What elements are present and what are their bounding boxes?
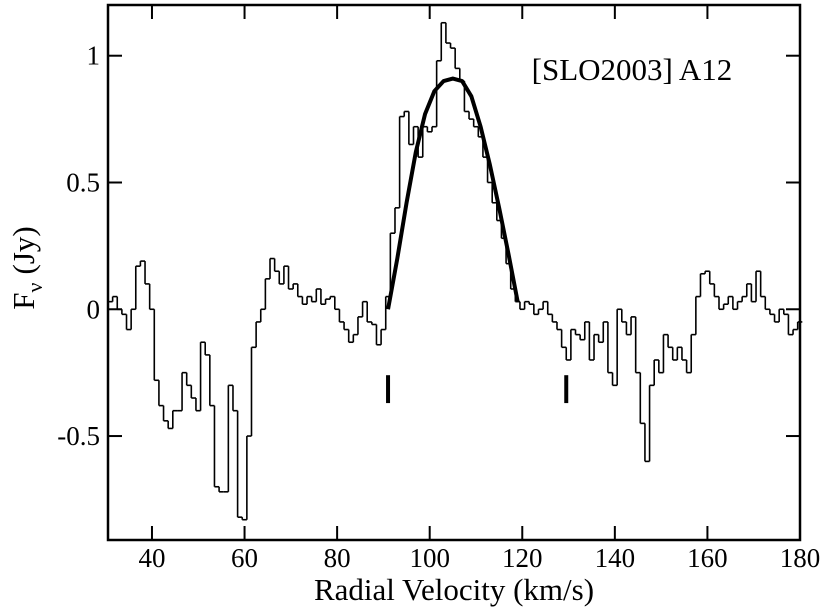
y-label-sub: ν xyxy=(22,282,47,292)
y-label-rest: (Jy) xyxy=(6,226,41,274)
x-tick-label: 80 xyxy=(324,543,351,573)
x-tick-label: 140 xyxy=(595,543,636,573)
fit-curve xyxy=(386,76,520,310)
y-tick-label: 0 xyxy=(87,294,101,324)
x-axis-label: Radial Velocity (km/s) xyxy=(314,572,594,607)
x-tick-label: 160 xyxy=(687,543,728,573)
y-tick-label: -0.5 xyxy=(57,421,100,451)
x-tick-label: 180 xyxy=(780,543,821,573)
x-tick-label: 120 xyxy=(502,543,543,573)
plot-frame xyxy=(106,3,802,542)
x-tick-label: 40 xyxy=(138,543,165,573)
x-tick-label: 100 xyxy=(409,543,450,573)
x-tick-label: 60 xyxy=(231,543,258,573)
y-axis-label: Fν (Jy) xyxy=(6,226,47,309)
y-tick-label: 0.5 xyxy=(66,167,100,197)
annotation: [SLO2003] A12 xyxy=(532,52,733,87)
y-label-main: F xyxy=(6,292,41,309)
y-tick-label: 1 xyxy=(87,41,101,71)
